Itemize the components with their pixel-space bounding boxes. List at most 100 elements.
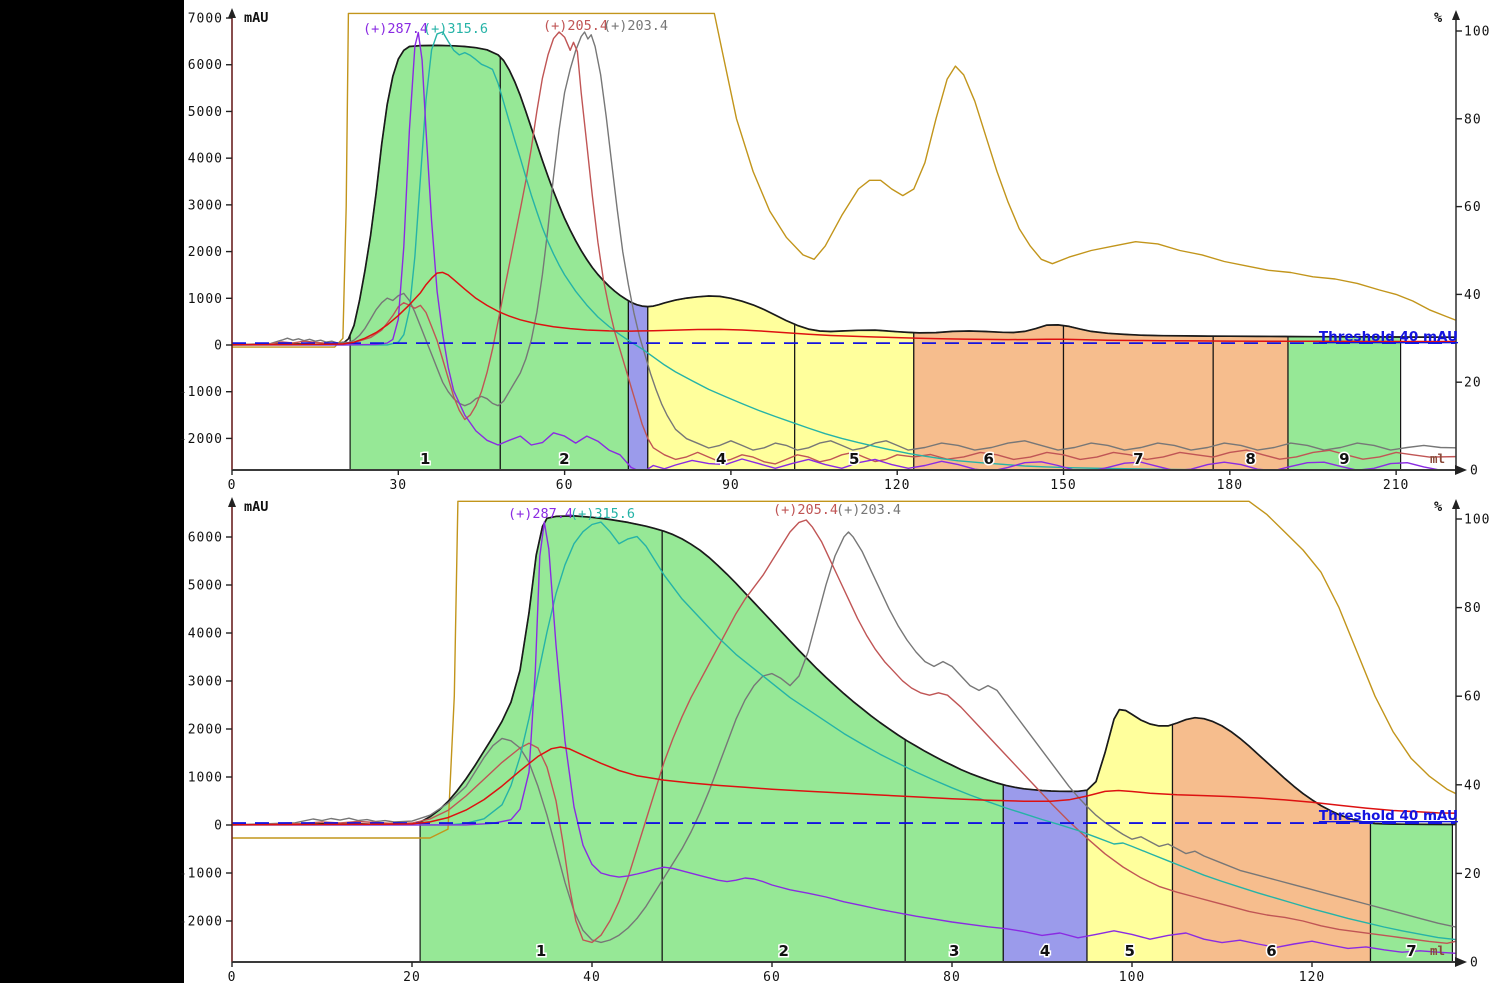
- y-left-tick-label: -1000: [179, 867, 223, 882]
- fraction-label: 1: [420, 450, 430, 468]
- fraction-region-3[interactable]: [904, 738, 1004, 963]
- y-right-tick-label: 20: [1464, 376, 1482, 391]
- fraction-label: 3: [949, 942, 959, 960]
- y-left-tick-label: 7000: [188, 12, 223, 27]
- y-left-tick-label: 4000: [188, 627, 223, 642]
- y-left-axis-title: mAU: [244, 499, 268, 515]
- x-tick-label: 40: [583, 970, 601, 983]
- series-red-total: [232, 746, 1456, 826]
- fraction-label: 7: [1406, 942, 1416, 960]
- y-left-tick-label: 0: [214, 339, 223, 354]
- x-axis-title: ml: [1430, 451, 1445, 466]
- y-left-tick-label: 2000: [188, 245, 223, 260]
- series-uv-287: [232, 521, 1456, 955]
- y-left-tick-label: 0: [214, 819, 223, 834]
- series-gradient-percent: [232, 500, 1456, 839]
- x-tick-label: 0: [228, 478, 237, 493]
- y-axis-arrow: [228, 497, 236, 507]
- y-right-tick-label: 40: [1464, 288, 1482, 303]
- y-right-axis-title: %: [1434, 499, 1443, 515]
- plot-top: 1 2 4 5 6 7 8 970006000500040003000200010000-10…: [179, 8, 1490, 493]
- fraction-label: 2: [778, 942, 788, 960]
- series-uv-205: [232, 519, 1456, 944]
- y-right-tick-label: 100: [1464, 513, 1490, 528]
- y-right-tick-label: 80: [1464, 601, 1482, 616]
- series-collect-signal: [232, 515, 1456, 826]
- fraction-region-6[interactable]: [1171, 717, 1372, 963]
- fraction-label: 9: [1339, 450, 1349, 468]
- y-right-tick-label: 40: [1464, 778, 1482, 793]
- y-right-tick-label: 100: [1464, 25, 1490, 40]
- fraction-region-2[interactable]: [499, 55, 629, 471]
- fraction-region-5[interactable]: [794, 323, 915, 471]
- fraction-label: 4: [716, 450, 726, 468]
- legend-item-203.4: (+)203.4: [603, 18, 668, 34]
- x-tick-label: 210: [1383, 478, 1409, 493]
- y-right-tick-label: 60: [1464, 690, 1482, 705]
- x-tick-label: 100: [1119, 970, 1145, 983]
- fraction-label: 6: [1266, 942, 1276, 960]
- series-uv-287: [232, 31, 1456, 471]
- series-uv-205: [232, 31, 1456, 465]
- legend-item-203.4: (+)203.4: [836, 502, 901, 518]
- series-red-total: [232, 271, 1456, 346]
- fraction-label: 2: [559, 450, 569, 468]
- legend-item-205.4: (+)205.4: [773, 502, 838, 518]
- x-tick-label: 120: [1299, 970, 1325, 983]
- y-left-tick-label: 3000: [188, 675, 223, 690]
- y-left-tick-label: 3000: [188, 198, 223, 213]
- right-axis-arrow: [1452, 499, 1460, 509]
- y-right-tick-label: 0: [1470, 956, 1479, 971]
- y-left-tick-label: 1000: [188, 771, 223, 786]
- legend-item-287.4: (+)287.4: [508, 506, 573, 522]
- y-left-tick-label: 6000: [188, 531, 223, 546]
- y-left-tick-label: 6000: [188, 58, 223, 73]
- y-right-tick-label: 0: [1470, 464, 1479, 479]
- x-axis-arrow: [1455, 465, 1467, 475]
- fraction-label: 4: [1040, 942, 1050, 960]
- fraction-label: 5: [849, 450, 859, 468]
- y-left-tick-label: 1000: [188, 292, 223, 307]
- y-left-tick-label: -2000: [179, 915, 223, 930]
- fraction-label: 5: [1125, 942, 1135, 960]
- threshold-label: Threshold 40 mAU: [1319, 329, 1458, 345]
- fraction-region-5[interactable]: [1086, 708, 1174, 963]
- x-tick-label: 20: [403, 970, 421, 983]
- y-left-tick-label: 5000: [188, 105, 223, 120]
- x-axis-title: ml: [1430, 943, 1445, 958]
- y-right-tick-label: 20: [1464, 867, 1482, 882]
- threshold-label: Threshold 40 mAU: [1319, 808, 1458, 824]
- fraction-region-2[interactable]: [661, 529, 906, 963]
- y-left-tick-label: 5000: [188, 579, 223, 594]
- x-tick-label: 60: [763, 970, 781, 983]
- series-gradient-percent: [232, 12, 1456, 348]
- y-left-tick-label: -2000: [179, 432, 223, 447]
- y-left-tick-label: -1000: [179, 385, 223, 400]
- x-tick-label: 150: [1050, 478, 1076, 493]
- series-uv-315: [232, 521, 1456, 941]
- fraction-label: 1: [536, 942, 546, 960]
- y-left-axis-title: mAU: [244, 10, 268, 26]
- x-tick-label: 0: [228, 970, 237, 983]
- x-tick-label: 30: [389, 478, 407, 493]
- legend-item-315.6: (+)315.6: [423, 21, 488, 37]
- legend-item-287.4: (+)287.4: [363, 21, 428, 37]
- x-tick-label: 90: [722, 478, 740, 493]
- plot-bottom: 1 2 3 4 5 6 76000500040003000200010000-1000-20…: [179, 497, 1490, 983]
- y-right-axis-title: %: [1434, 10, 1443, 26]
- series-uv-203: [232, 531, 1456, 944]
- y-axis-arrow: [228, 8, 236, 18]
- y-right-tick-label: 80: [1464, 112, 1482, 127]
- series-uv-203: [232, 31, 1456, 451]
- x-tick-label: 80: [943, 970, 961, 983]
- x-tick-label: 180: [1217, 478, 1243, 493]
- y-left-tick-label: 2000: [188, 723, 223, 738]
- fraction-label: 7: [1133, 450, 1143, 468]
- y-right-tick-label: 60: [1464, 200, 1482, 215]
- fraction-label: 6: [983, 450, 993, 468]
- y-left-tick-label: 4000: [188, 152, 223, 167]
- series-collect-signal: [232, 44, 1456, 346]
- x-tick-label: 60: [556, 478, 574, 493]
